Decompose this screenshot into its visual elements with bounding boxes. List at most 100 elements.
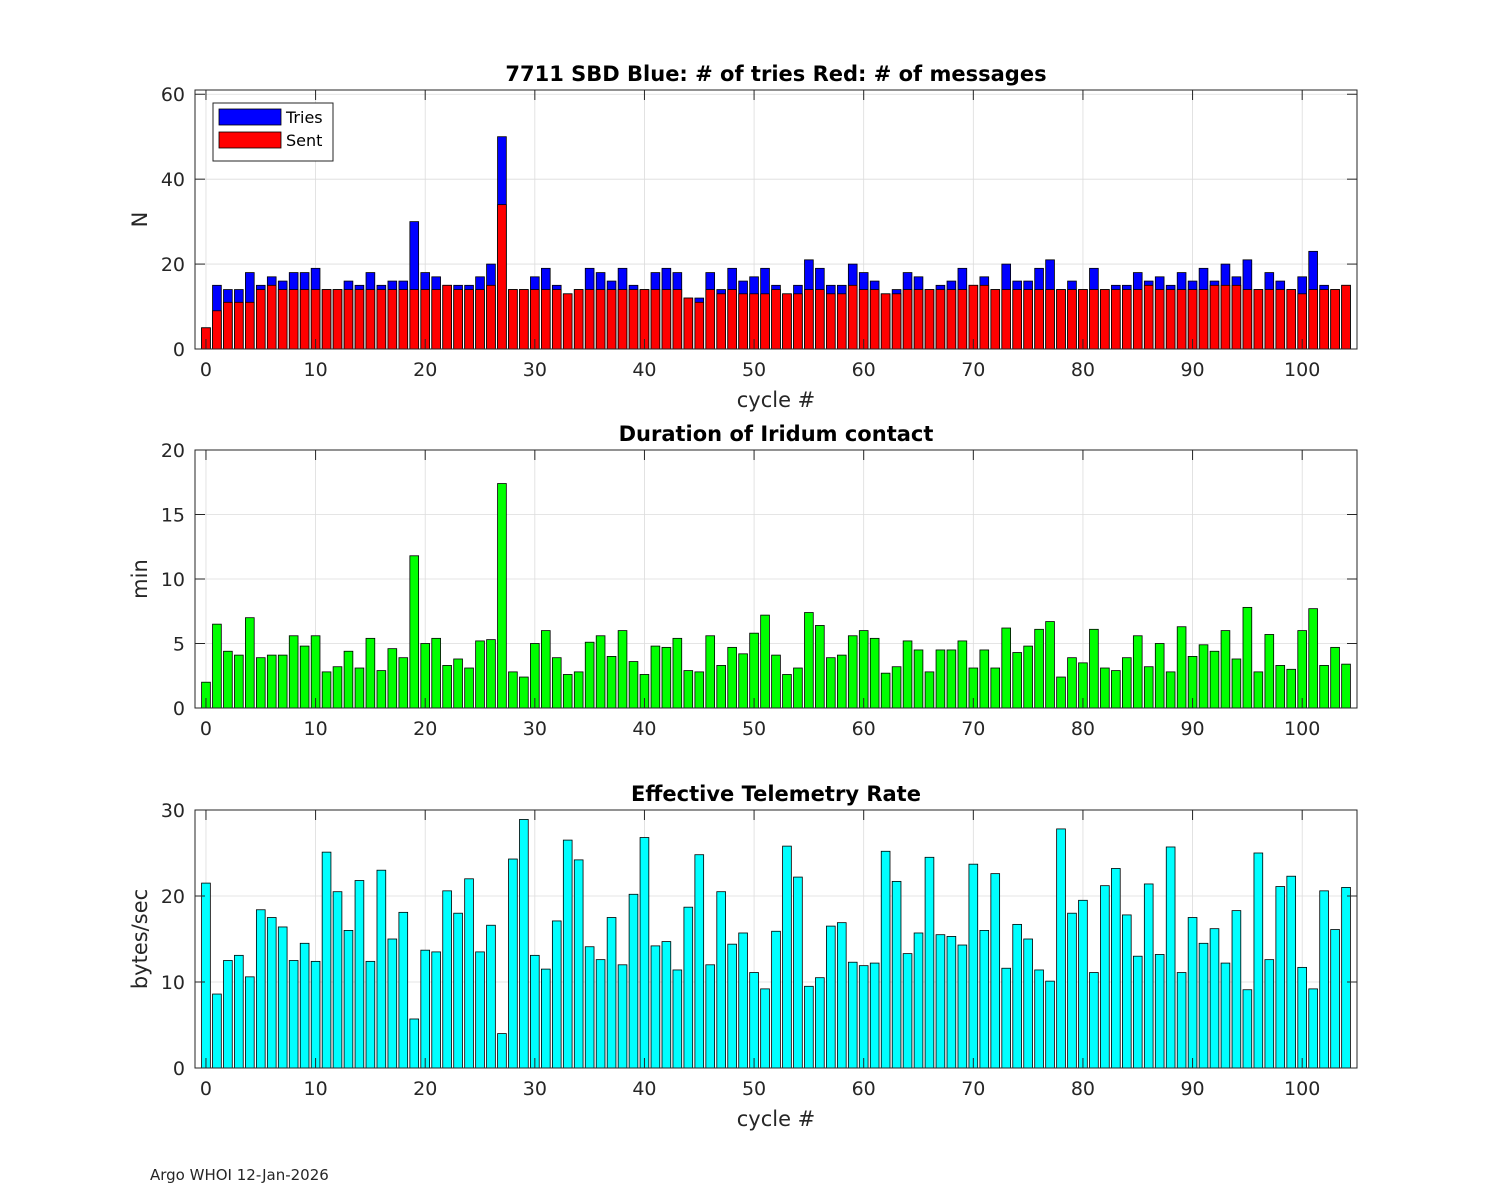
x-axis-label: cycle # <box>737 1107 816 1131</box>
bar-sent-13 <box>343 289 354 350</box>
bar-value-93 <box>1220 630 1231 709</box>
bar-value-24 <box>464 878 474 1069</box>
bar-value-84 <box>1122 657 1132 709</box>
y-tick-label: 60 <box>161 84 185 106</box>
bar-sent-104 <box>1341 284 1351 350</box>
bar-value-23 <box>453 912 463 1069</box>
x-tick-label: 70 <box>961 1078 985 1100</box>
bar-sent-88 <box>1165 289 1176 350</box>
bar-value-78 <box>1056 828 1066 1069</box>
bar-value-28 <box>508 671 518 709</box>
bar-value-85 <box>1132 955 1143 1069</box>
x-tick-label: 50 <box>742 718 766 740</box>
bar-value-77 <box>1045 621 1055 709</box>
bar-value-96 <box>1253 671 1264 709</box>
bar-value-92 <box>1209 650 1220 709</box>
bar-value-59 <box>847 961 858 1069</box>
bar-sent-29 <box>519 289 529 350</box>
bar-value-8 <box>288 960 299 1069</box>
bar-value-81 <box>1089 972 1099 1069</box>
bar-value-79 <box>1067 657 1077 709</box>
bar-sent-48 <box>727 289 737 350</box>
x-tick-label: 100 <box>1284 359 1320 381</box>
bar-value-79 <box>1067 912 1077 1069</box>
bar-value-73 <box>1001 627 1011 709</box>
bar-value-11 <box>321 851 332 1069</box>
bar-value-35 <box>584 641 595 709</box>
y-tick-label: 30 <box>161 800 185 822</box>
bar-value-40 <box>639 837 650 1069</box>
bar-sent-15 <box>365 289 376 350</box>
bar-value-50 <box>749 972 759 1069</box>
chart-panel-1: 0 10 20 30 40 50 60 70 80 90 100 0 20 40 60 7711 SBD Bl… <box>128 62 1358 412</box>
bar-value-72 <box>990 873 1001 1069</box>
bar-value-78 <box>1056 676 1066 709</box>
bar-value-49 <box>738 932 748 1069</box>
bar-sent-69 <box>957 289 968 350</box>
bar-sent-93 <box>1220 284 1231 350</box>
bar-value-67 <box>935 649 946 709</box>
bar-value-83 <box>1111 868 1121 1069</box>
chart-title: Effective Telemetry Rate <box>631 782 921 806</box>
y-tick-label: 10 <box>161 569 185 591</box>
bar-value-82 <box>1100 885 1110 1069</box>
bar-sent-96 <box>1253 289 1264 350</box>
bar-value-0 <box>201 882 211 1069</box>
bar-sent-24 <box>464 289 474 350</box>
bar-sent-11 <box>321 289 332 350</box>
bar-value-70 <box>968 863 979 1069</box>
bar-value-66 <box>924 671 935 709</box>
x-tick-label: 60 <box>852 718 876 740</box>
bar-value-11 <box>321 671 332 709</box>
bar-value-57 <box>826 657 836 709</box>
bar-value-94 <box>1231 658 1242 709</box>
bar-sent-84 <box>1122 289 1132 350</box>
bar-value-88 <box>1165 671 1176 709</box>
bar-value-8 <box>288 635 299 709</box>
bar-value-48 <box>727 646 737 709</box>
bar-value-67 <box>935 934 946 1069</box>
bar-value-86 <box>1143 666 1154 709</box>
x-tick-label: 10 <box>303 1078 327 1100</box>
bar-sent-31 <box>541 289 551 350</box>
bar-sent-41 <box>650 289 661 350</box>
bar-sent-27 <box>497 204 507 350</box>
bar-value-102 <box>1319 890 1329 1069</box>
bar-value-71 <box>979 930 990 1069</box>
bar-value-12 <box>332 666 343 709</box>
bar-value-42 <box>661 941 672 1069</box>
bar-sent-32 <box>551 289 562 350</box>
bar-value-29 <box>519 676 529 709</box>
x-tick-label: 60 <box>852 1078 876 1100</box>
x-tick-label: 20 <box>413 718 437 740</box>
bar-value-62 <box>880 850 891 1069</box>
bar-value-99 <box>1286 668 1297 709</box>
bar-sent-12 <box>332 289 343 350</box>
bar-value-14 <box>354 667 365 709</box>
bar-value-32 <box>551 657 562 709</box>
bar-sent-94 <box>1231 284 1242 350</box>
bar-value-22 <box>442 890 452 1069</box>
bar-sent-2 <box>223 301 233 350</box>
bar-value-7 <box>277 654 288 709</box>
bar-sent-103 <box>1330 289 1340 350</box>
bar-sent-4 <box>245 301 255 350</box>
bar-sent-91 <box>1198 289 1209 350</box>
bar-value-81 <box>1089 628 1099 709</box>
bar-value-41 <box>650 645 661 709</box>
bar-sent-79 <box>1067 289 1077 350</box>
bar-value-15 <box>365 637 376 709</box>
bar-sent-9 <box>299 289 310 350</box>
bar-value-9 <box>299 645 310 709</box>
bar-value-97 <box>1264 959 1275 1069</box>
x-tick-label: 80 <box>1071 359 1095 381</box>
bar-sent-92 <box>1209 284 1220 350</box>
bar-value-52 <box>771 654 781 709</box>
bar-value-34 <box>573 671 584 709</box>
x-tick-label: 90 <box>1180 1078 1204 1100</box>
bar-sent-73 <box>1001 289 1011 350</box>
legend: Tries Sent <box>212 102 334 162</box>
bar-value-36 <box>595 959 606 1069</box>
bar-value-10 <box>310 635 321 709</box>
y-tick-label: 10 <box>161 972 185 994</box>
